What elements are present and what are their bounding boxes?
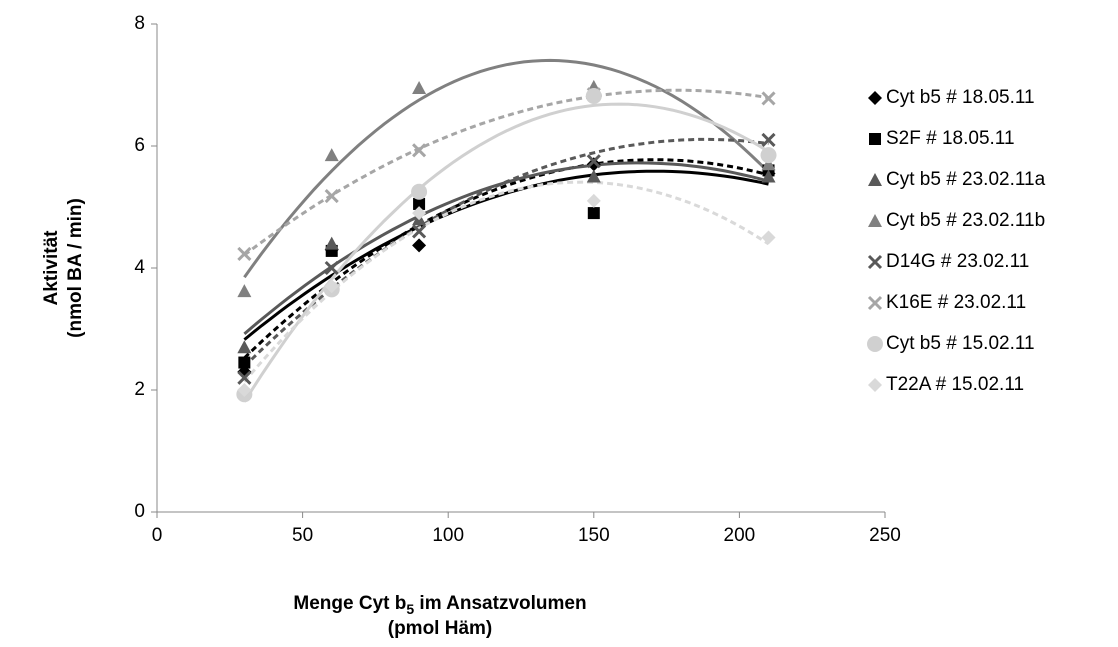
trendline [243,137,769,368]
point [761,132,776,147]
point [411,183,428,200]
point [412,238,427,253]
x-tick-label: 50 [292,525,313,546]
point [324,260,339,276]
point [237,246,252,262]
x-tick-label: 150 [578,525,610,546]
point [412,143,427,158]
point [585,87,602,104]
x-tick-label: 250 [869,525,901,546]
y-tick-label: 6 [134,135,145,156]
trendline [243,102,770,403]
y-tick-label: 4 [134,257,145,278]
x-axis-label: Menge Cyt b [293,593,406,614]
point [413,197,426,210]
point [586,169,601,183]
legend-label: Cyt b5 # 23.02.11a [886,169,1046,190]
legend-marker [868,173,882,186]
legend-label: Cyt b5 # 23.02.11b [886,210,1045,231]
point [324,279,339,294]
point [586,193,601,208]
point [324,188,339,204]
point [412,206,427,221]
point [324,236,339,250]
legend-label: K16E # 23.02.11 [886,292,1026,313]
x-axis-label: 5 [406,601,414,617]
point [325,244,338,257]
legend-label: Cyt b5 # 15.02.11 [886,333,1035,354]
x-tick-label: 100 [432,525,464,546]
point [761,91,776,106]
point [237,340,252,354]
x-axis-label: (pmol Häm) [388,618,493,639]
point [324,148,339,162]
legend-label: S2F # 18.05.11 [886,128,1015,149]
legend-marker [869,133,881,145]
x-tick-label: 200 [724,525,756,546]
y-axis-label: (nmol BA / min) [65,198,86,338]
trendline [243,58,770,279]
point [237,370,252,385]
legend-marker [868,214,882,227]
point [586,154,601,169]
point [238,356,251,369]
point [760,147,777,164]
y-axis-label: Aktivität [41,230,62,306]
y-tick-label: 2 [134,379,145,400]
legend-marker [867,295,883,311]
point [237,383,252,397]
trendline [243,169,769,341]
x-tick-label: 0 [152,525,163,546]
legend-label: D14G # 23.02.11 [886,251,1029,272]
point [412,224,427,239]
point [237,284,252,298]
point [761,169,776,183]
legend-marker [867,254,883,270]
point [761,157,776,171]
legend-marker [867,336,883,352]
y-tick-label: 8 [134,13,145,34]
x-axis-label: im Ansatzvolumen [414,593,586,614]
x-axis-label: Menge Cyt b5 im Ansatzvolumen [293,593,586,617]
trendline [243,161,769,336]
trendline [243,158,769,359]
legend-marker [868,91,882,105]
point [761,230,776,245]
legend-label: Cyt b5 # 18.05.11 [886,87,1035,108]
point [412,81,427,95]
point [587,207,600,220]
legend-marker [868,378,882,392]
y-tick-label: 0 [134,501,145,522]
legend-label: T22A # 15.02.11 [886,374,1024,395]
point [586,157,601,172]
